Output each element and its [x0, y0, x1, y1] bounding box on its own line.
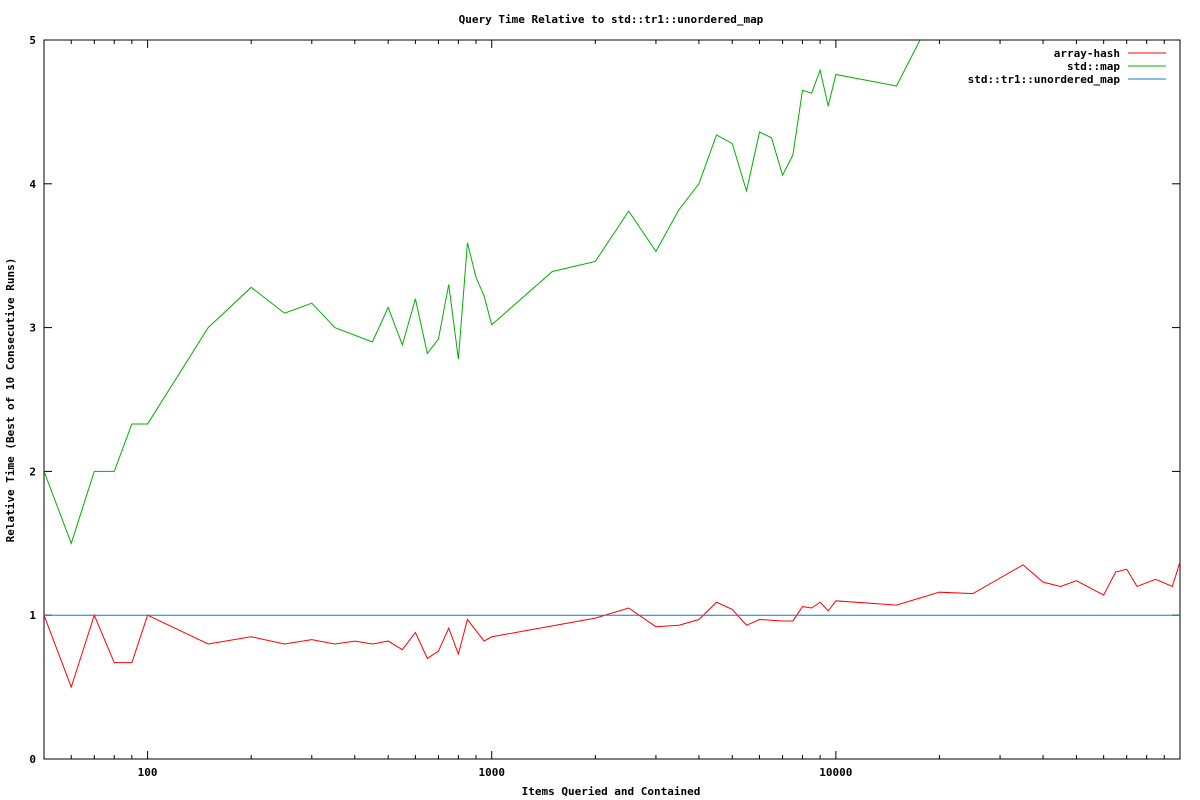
legend-label: std::tr1::unordered_map — [968, 73, 1121, 86]
y-tick-label: 2 — [29, 465, 36, 478]
chart-title: Query Time Relative to std::tr1::unorder… — [459, 13, 764, 26]
series-lines — [44, 40, 1180, 689]
legend: array-hashstd::mapstd::tr1::unordered_ma… — [968, 47, 1166, 86]
y-axis-label: Relative Time (Best of 10 Consecutive Ru… — [4, 258, 17, 543]
y-tick-label: 5 — [29, 34, 36, 47]
y-tick-label: 1 — [29, 609, 36, 622]
axis-ticks: 0 1 2 3 4 5 100 1000 10000 — [29, 34, 1181, 779]
x-tick-label: 10000 — [819, 766, 852, 779]
x-axis-label: Items Queried and Contained — [522, 785, 701, 798]
series-line-std-map — [44, 40, 921, 545]
x-tick-label: 100 — [138, 766, 158, 779]
x-tick-label: 1000 — [478, 766, 505, 779]
plot-frame — [43, 39, 1181, 760]
y-tick-label: 4 — [29, 178, 36, 191]
legend-label: array-hash — [1054, 47, 1120, 60]
y-tick-label: 3 — [29, 322, 36, 335]
legend-label: std::map — [1067, 60, 1120, 73]
y-tick-label: 0 — [29, 753, 36, 766]
series-line-array-hash — [44, 561, 1180, 689]
